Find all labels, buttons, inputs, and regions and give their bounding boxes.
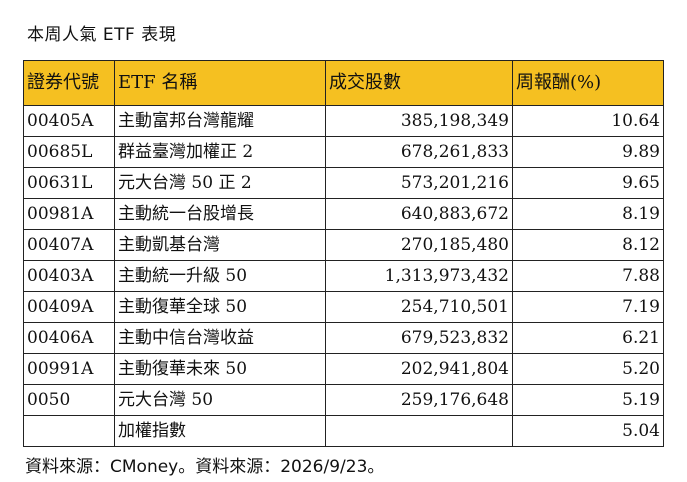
table-row: 00407A 主動凱基台灣 270,185,480 8.12 <box>23 229 664 261</box>
cell-code: 00409A <box>23 291 115 323</box>
table-row: 00685L 群益臺灣加權正 2 678,261,833 9.89 <box>23 136 664 168</box>
cell-code <box>23 415 115 447</box>
page-title: 本周人氣 ETF 表現 <box>27 25 177 45</box>
header-code: 證券代號 <box>23 60 115 106</box>
table-row: 00631L 元大台灣 50 正 2 573,201,216 9.65 <box>23 167 664 199</box>
cell-volume: 259,176,648 <box>325 384 513 416</box>
table-row: 00405A 主動富邦台灣龍耀 385,198,349 10.64 <box>23 105 664 137</box>
cell-volume: 254,710,501 <box>325 291 513 323</box>
table-row: 0050 元大台灣 50 259,176,648 5.19 <box>23 384 664 416</box>
cell-volume: 640,883,672 <box>325 198 513 230</box>
cell-volume <box>325 415 513 447</box>
cell-code: 00405A <box>23 105 115 137</box>
header-volume: 成交股數 <box>325 60 513 106</box>
cell-name: 元大台灣 50 <box>114 384 326 416</box>
cell-return: 6.21 <box>512 322 664 354</box>
cell-name: 主動富邦台灣龍耀 <box>114 105 326 137</box>
cell-name: 主動復華未來 50 <box>114 353 326 385</box>
cell-code: 00631L <box>23 167 115 199</box>
cell-name: 加權指數 <box>114 415 326 447</box>
table-row: 00409A 主動復華全球 50 254,710,501 7.19 <box>23 291 664 323</box>
table-row: 00981A 主動統一台股增長 640,883,672 8.19 <box>23 198 664 230</box>
cell-return: 9.89 <box>512 136 664 168</box>
cell-return: 10.64 <box>512 105 664 137</box>
cell-return: 7.19 <box>512 291 664 323</box>
cell-code: 00685L <box>23 136 115 168</box>
cell-volume: 202,941,804 <box>325 353 513 385</box>
cell-name: 主動統一台股增長 <box>114 198 326 230</box>
cell-volume: 385,198,349 <box>325 105 513 137</box>
cell-return: 8.19 <box>512 198 664 230</box>
cell-code: 00403A <box>23 260 115 292</box>
cell-code: 00991A <box>23 353 115 385</box>
cell-return: 5.20 <box>512 353 664 385</box>
cell-name: 主動統一升級 50 <box>114 260 326 292</box>
etf-performance-table: 證券代號 ETF 名稱 成交股數 周報酬(%) 00405A 主動富邦台灣龍耀 38… <box>23 60 664 447</box>
table-row: 加權指數 5.04 <box>23 415 664 447</box>
table-row: 00406A 主動中信台灣收益 679,523,832 6.21 <box>23 322 664 354</box>
cell-return: 8.12 <box>512 229 664 261</box>
header-name: ETF 名稱 <box>114 60 326 106</box>
cell-volume: 1,313,973,432 <box>325 260 513 292</box>
cell-name: 群益臺灣加權正 2 <box>114 136 326 168</box>
table-row: 00991A 主動復華未來 50 202,941,804 5.20 <box>23 353 664 385</box>
cell-name: 主動中信台灣收益 <box>114 322 326 354</box>
cell-name: 元大台灣 50 正 2 <box>114 167 326 199</box>
header-return: 周報酬(%) <box>512 60 664 106</box>
cell-volume: 678,261,833 <box>325 136 513 168</box>
cell-return: 9.65 <box>512 167 664 199</box>
cell-code: 00406A <box>23 322 115 354</box>
cell-code: 00407A <box>23 229 115 261</box>
table-header-row: 證券代號 ETF 名稱 成交股數 周報酬(%) <box>23 60 664 106</box>
cell-volume: 679,523,832 <box>325 322 513 354</box>
source-note: 資料來源：CMoney。資料來源：2026/9/23。 <box>25 457 385 477</box>
table-row: 00403A 主動統一升級 50 1,313,973,432 7.88 <box>23 260 664 292</box>
cell-name: 主動復華全球 50 <box>114 291 326 323</box>
cell-return: 5.04 <box>512 415 664 447</box>
cell-return: 5.19 <box>512 384 664 416</box>
cell-volume: 573,201,216 <box>325 167 513 199</box>
cell-name: 主動凱基台灣 <box>114 229 326 261</box>
cell-volume: 270,185,480 <box>325 229 513 261</box>
cell-code: 0050 <box>23 384 115 416</box>
cell-code: 00981A <box>23 198 115 230</box>
cell-return: 7.88 <box>512 260 664 292</box>
